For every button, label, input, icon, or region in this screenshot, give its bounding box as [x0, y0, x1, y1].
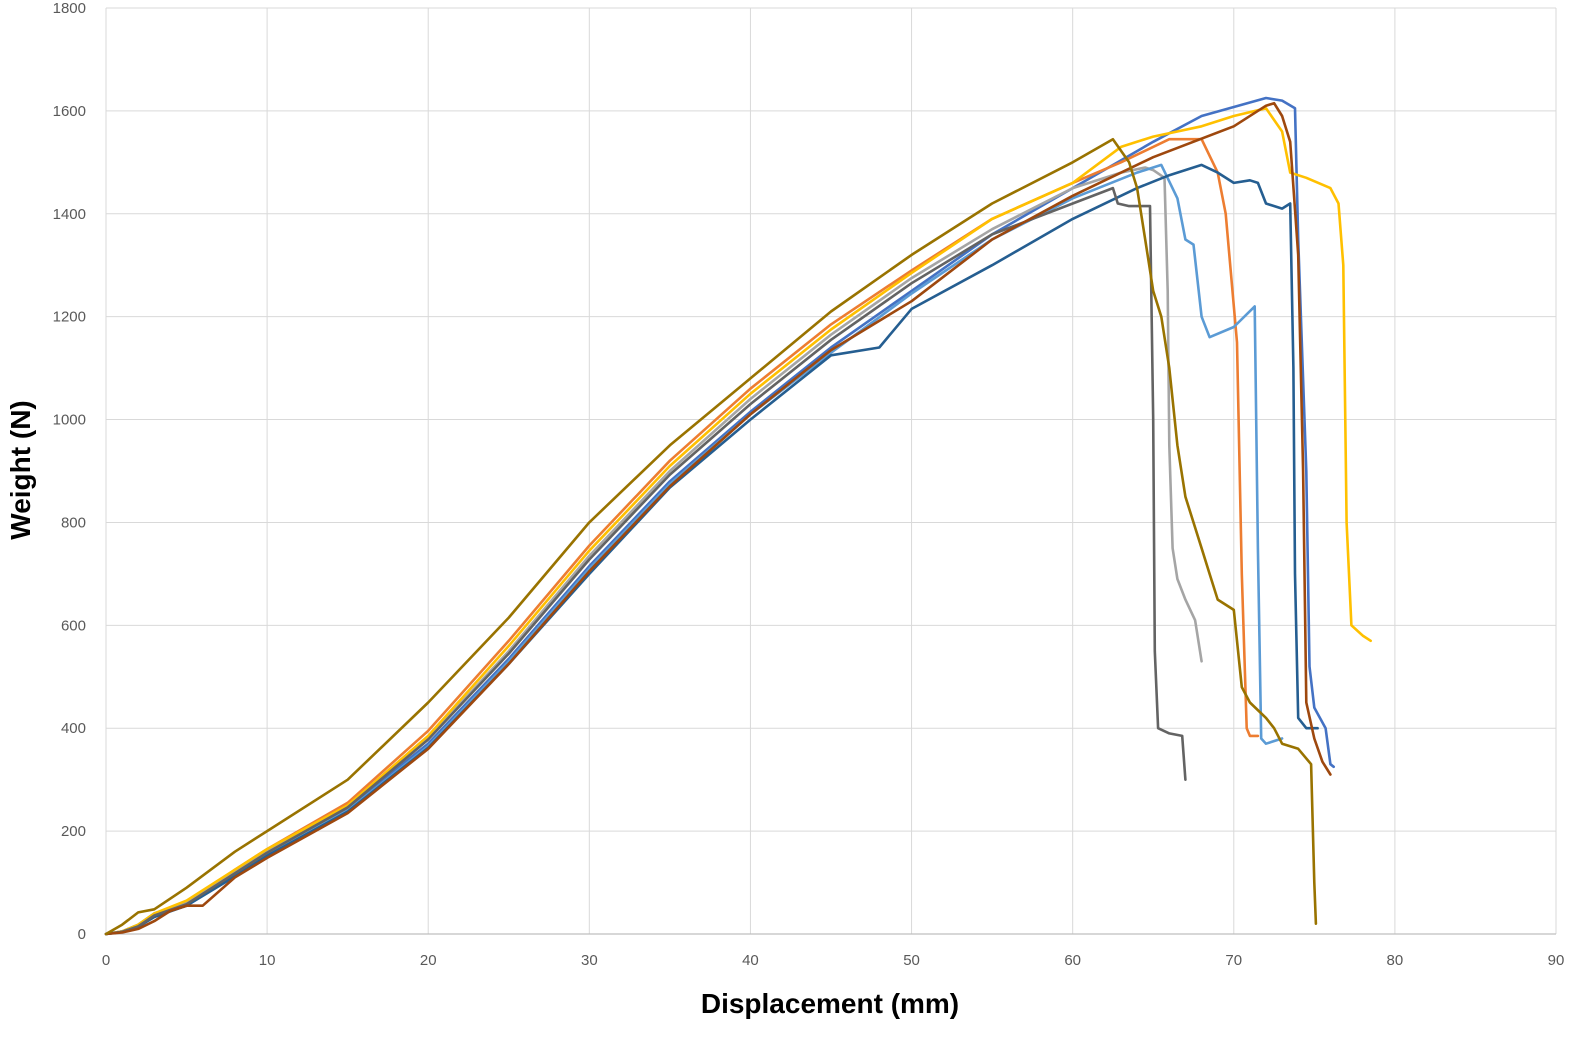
x-tick-label: 40 [742, 952, 759, 969]
y-tick-label: 0 [78, 926, 86, 943]
y-tick-label: 800 [61, 514, 86, 531]
x-tick-label: 20 [420, 952, 437, 969]
x-tick-label: 30 [581, 952, 598, 969]
series-line-8 [104, 101, 1332, 936]
series-line-9 [104, 137, 1318, 936]
y-axis-title: Weight (N) [5, 400, 36, 539]
y-tick-label: 600 [61, 617, 86, 634]
x-tick-label: 90 [1548, 952, 1565, 969]
x-axis-tick-labels: 0 10 20 30 40 50 60 70 80 90 [102, 952, 1565, 969]
x-tick-label: 70 [1225, 952, 1242, 969]
series-line-3 [104, 166, 1203, 936]
series-line-5 [104, 163, 1284, 936]
y-tick-label: 1200 [53, 309, 86, 326]
x-tick-label: 50 [903, 952, 920, 969]
y-axis-tick-labels: 0 200 400 600 800 1000 1200 1400 1600 1800 [53, 0, 86, 943]
series-line-7 [104, 186, 1187, 936]
x-tick-label: 80 [1387, 952, 1404, 969]
series-line-2 [104, 137, 1260, 936]
x-tick-label: 10 [259, 952, 276, 969]
y-tick-label: 1600 [53, 103, 86, 120]
y-tick-label: 1400 [53, 206, 86, 223]
y-tick-label: 1800 [53, 0, 86, 17]
series-line-4 [104, 107, 1372, 936]
y-tick-label: 1000 [53, 412, 86, 429]
x-tick-label: 60 [1064, 952, 1081, 969]
series-lines [104, 96, 1372, 936]
x-axis-title: Displacement (mm) [701, 988, 959, 1019]
y-tick-label: 200 [61, 823, 86, 840]
x-tick-label: 0 [102, 952, 110, 969]
y-tick-label: 400 [61, 720, 86, 737]
